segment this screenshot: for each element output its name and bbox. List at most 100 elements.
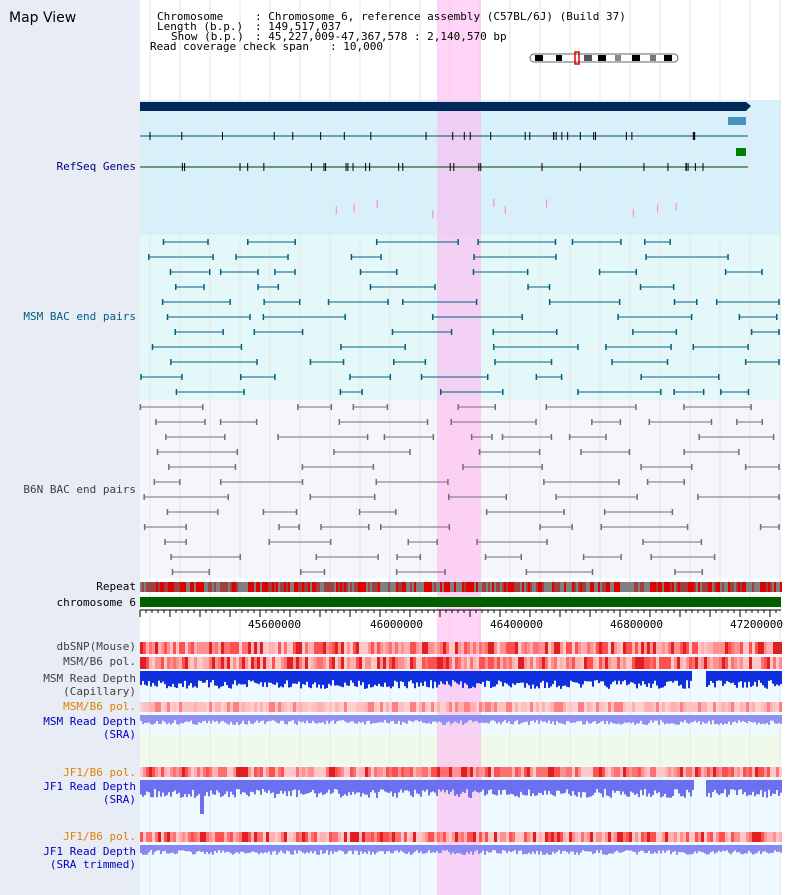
- read-depth-bar: [366, 845, 368, 854]
- read-depth-bar: [600, 671, 602, 682]
- read-depth-bar: [182, 715, 184, 724]
- read-depth-bar: [484, 715, 486, 724]
- polymorphism-cell: [329, 702, 332, 712]
- track-label-jf1-b6-pol-2[interactable]: JF1/B6 pol.: [63, 830, 136, 843]
- polymorphism-cell: [227, 642, 230, 654]
- read-depth-bar: [378, 780, 380, 792]
- read-depth-bar: [358, 715, 360, 722]
- track-label-jf1-depth-sra-1[interactable]: JF1 Read Depth: [43, 780, 136, 793]
- repeat-mark: [434, 582, 436, 592]
- read-depth-bar: [702, 845, 704, 853]
- read-depth-bar: [674, 715, 676, 725]
- repeat-mark: [386, 582, 388, 592]
- track-label-refseq[interactable]: RefSeq Genes: [56, 160, 136, 173]
- polymorphism-cell: [245, 657, 248, 669]
- read-depth-bar: [266, 780, 268, 793]
- ruler-tick-label: 47200000: [730, 618, 783, 631]
- polymorphism-cell: [455, 832, 458, 842]
- read-depth-bar: [656, 671, 658, 686]
- track-label-b6n-bac[interactable]: B6N BAC end pairs: [23, 483, 136, 496]
- track-label-msm-depth-sra-1[interactable]: MSM Read Depth: [43, 715, 136, 728]
- read-depth-bar: [754, 715, 756, 723]
- repeat-mark: [460, 582, 462, 592]
- polymorphism-cell: [443, 702, 446, 712]
- read-depth-bar: [248, 671, 250, 681]
- read-depth-bar: [680, 715, 682, 722]
- polymorphism-cell: [206, 642, 209, 654]
- track-label-jf1-depth-trim-1[interactable]: JF1 Read Depth: [43, 845, 136, 858]
- read-depth-bar: [750, 845, 752, 853]
- polymorphism-cell: [746, 642, 749, 654]
- read-depth-bar: [538, 671, 540, 689]
- polymorphism-cell: [701, 767, 704, 777]
- polymorphism-cell: [314, 767, 317, 777]
- polymorphism-cell: [320, 767, 323, 777]
- read-depth-bar: [758, 780, 760, 795]
- read-depth-bar: [162, 845, 164, 852]
- polymorphism-cell: [434, 832, 437, 842]
- read-depth-bar: [706, 715, 708, 724]
- read-depth-bar: [752, 715, 754, 723]
- repeat-mark: [324, 582, 326, 592]
- read-depth-bar: [478, 715, 480, 724]
- read-depth-bar: [436, 671, 438, 688]
- read-depth-bar: [278, 715, 280, 724]
- polymorphism-cell: [398, 657, 401, 669]
- polymorphism-cell: [701, 832, 704, 842]
- read-depth-bar: [780, 780, 782, 793]
- read-depth-bar: [708, 671, 710, 686]
- read-depth-bar: [302, 845, 304, 853]
- polymorphism-cell: [419, 642, 422, 654]
- polymorphism-cell: [224, 767, 227, 777]
- repeat-mark: [612, 582, 614, 592]
- polymorphism-cell: [332, 657, 335, 669]
- track-label-dbsnp[interactable]: dbSNP(Mouse): [56, 640, 136, 653]
- read-depth-bar: [606, 715, 608, 722]
- polymorphism-cell: [575, 642, 578, 654]
- polymorphism-cell: [284, 657, 287, 669]
- read-depth-bar: [522, 671, 524, 683]
- polymorphism-cell: [314, 657, 317, 669]
- polymorphism-cell: [194, 702, 197, 712]
- read-depth-bar: [194, 845, 196, 855]
- read-depth-bar: [198, 671, 200, 681]
- repeat-mark: [724, 582, 726, 592]
- read-depth-bar: [164, 780, 166, 797]
- read-depth-bar: [720, 780, 722, 794]
- read-depth-spike: [200, 780, 204, 814]
- polymorphism-cell: [569, 702, 572, 712]
- read-depth-bar: [310, 845, 312, 852]
- track-label-msm-b6-pol-2[interactable]: MSM/B6 pol.: [63, 700, 136, 713]
- polymorphism-cell: [767, 657, 770, 669]
- polymorphism-cell: [722, 657, 725, 669]
- track-label-repeat[interactable]: Repeat: [96, 580, 136, 593]
- read-depth-bar: [712, 845, 714, 852]
- track-label-msm-bac[interactable]: MSM BAC end pairs: [23, 310, 136, 323]
- read-depth-bar: [362, 845, 364, 854]
- polymorphism-cell: [212, 642, 215, 654]
- read-depth-bar: [502, 845, 504, 851]
- track-label-chromosome[interactable]: chromosome 6: [56, 596, 136, 609]
- polymorphism-cell: [392, 657, 395, 669]
- read-depth-bar: [676, 780, 678, 790]
- polymorphism-cell: [518, 657, 521, 669]
- repeat-mark: [422, 582, 424, 592]
- track-label-msm-depth-cap-1[interactable]: MSM Read Depth: [43, 672, 136, 685]
- read-depth-bar: [762, 780, 764, 798]
- polymorphism-cell: [761, 702, 764, 712]
- track-label-jf1-b6-pol[interactable]: JF1/B6 pol.: [63, 766, 136, 779]
- read-depth-bar: [410, 780, 412, 796]
- read-depth-bar: [550, 845, 552, 855]
- read-depth-bar: [340, 671, 342, 687]
- read-depth-bar: [614, 780, 616, 793]
- read-depth-bar: [314, 715, 316, 724]
- polymorphism-cell: [674, 642, 677, 654]
- repeat-mark: [288, 582, 290, 592]
- read-depth-bar: [270, 715, 272, 721]
- polymorphism-cell: [443, 642, 446, 654]
- polymorphism-cell: [587, 832, 590, 842]
- polymorphism-cell: [146, 702, 149, 712]
- track-label-msm-b6-pol[interactable]: MSM/B6 pol.: [63, 655, 136, 668]
- polymorphism-cell: [704, 767, 707, 777]
